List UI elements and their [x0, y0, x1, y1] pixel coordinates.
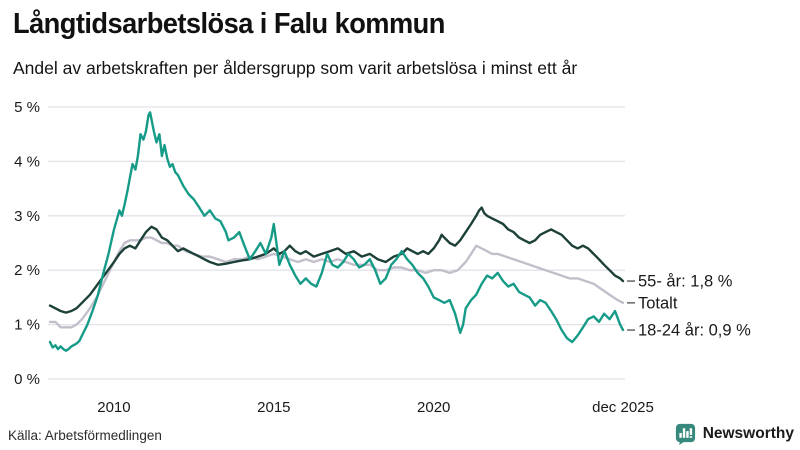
newsworthy-brand: Newsworthy [674, 422, 794, 445]
x-tick-label: dec 2025 [592, 399, 654, 416]
series-end-label: 18-24 år: 0,9 % [638, 322, 751, 340]
series-end-label: Totalt [638, 294, 678, 312]
series-line-55-r [48, 206, 625, 314]
x-tick-label: 2020 [417, 399, 450, 416]
page-title: Långtidsarbetslösa i Falu kommun [13, 8, 445, 40]
y-tick-label: 3 % [14, 208, 40, 225]
series-line-18-24-r [48, 111, 625, 352]
y-tick-label: 4 % [14, 153, 40, 170]
source-note: Källa: Arbetsförmedlingen [8, 428, 162, 443]
series-line-totalt [48, 236, 625, 329]
series-end-label: 55- år: 1,8 % [638, 273, 733, 291]
y-tick-label: 5 % [14, 99, 40, 116]
chart-subtitle: Andel av arbetskraften per åldersgrupp s… [13, 58, 578, 78]
y-tick-label: 1 % [14, 317, 40, 334]
newsworthy-brand-label: Newsworthy [702, 424, 794, 442]
y-tick-label: 2 % [14, 262, 40, 279]
x-tick-label: 2015 [257, 399, 290, 416]
newsworthy-logo-icon [675, 423, 695, 445]
x-tick-label: 2010 [97, 399, 130, 416]
y-tick-label: 0 % [14, 371, 40, 388]
